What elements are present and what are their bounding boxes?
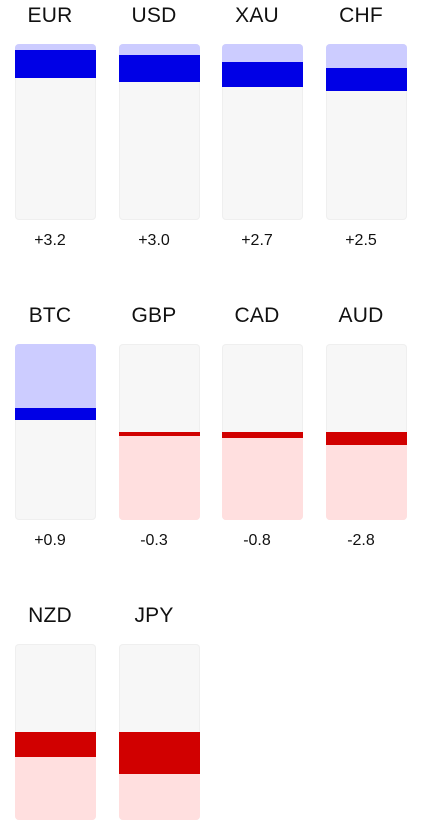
change-value: +0.9 — [34, 532, 66, 549]
strength-bar[interactable] — [326, 344, 407, 520]
strength-fill-dark — [326, 68, 407, 91]
currency-code: BTC — [28, 304, 72, 327]
strength-bar[interactable] — [222, 344, 303, 520]
strength-fill-dark — [15, 50, 96, 78]
currency-code: NZD — [28, 604, 72, 627]
strength-fill-light — [119, 44, 200, 55]
currency-code: JPY — [134, 604, 174, 627]
change-value: +3.0 — [138, 232, 170, 249]
strength-fill-dark — [15, 408, 96, 420]
change-value: +2.7 — [241, 232, 273, 249]
change-value: -0.3 — [140, 532, 168, 549]
currency-code: EUR — [27, 4, 73, 27]
strength-bar[interactable] — [15, 44, 96, 220]
strength-fill-light — [119, 774, 200, 820]
currency-code: USD — [131, 4, 177, 27]
strength-bar[interactable] — [222, 44, 303, 220]
strength-fill-dark — [119, 55, 200, 82]
strength-bar[interactable] — [119, 344, 200, 520]
strength-fill-dark — [119, 732, 200, 774]
change-value: -0.8 — [243, 532, 271, 549]
strength-fill-dark — [119, 432, 200, 436]
strength-bar[interactable] — [15, 344, 96, 520]
currency-code: CHF — [339, 4, 383, 27]
change-value: +3.2 — [34, 232, 66, 249]
strength-fill-dark — [222, 432, 303, 438]
currency-code: AUD — [338, 304, 384, 327]
strength-fill-light — [15, 757, 96, 820]
strength-fill-dark — [15, 732, 96, 757]
currency-code: CAD — [234, 304, 280, 327]
strength-bar[interactable] — [119, 44, 200, 220]
strength-bar[interactable] — [119, 644, 200, 820]
strength-fill-light — [326, 44, 407, 68]
currency-code: XAU — [235, 4, 279, 27]
strength-fill-light — [15, 344, 96, 408]
strength-bar[interactable] — [15, 644, 96, 820]
strength-fill-light — [15, 44, 96, 50]
change-value: +2.5 — [345, 232, 377, 249]
strength-fill-light — [119, 436, 200, 520]
change-value: -2.8 — [347, 532, 375, 549]
currency-code: GBP — [131, 304, 177, 327]
strength-fill-light — [222, 44, 303, 62]
strength-fill-dark — [222, 62, 303, 87]
strength-fill-light — [326, 445, 407, 520]
strength-fill-light — [222, 438, 303, 520]
strength-bar[interactable] — [326, 44, 407, 220]
strength-fill-dark — [326, 432, 407, 445]
